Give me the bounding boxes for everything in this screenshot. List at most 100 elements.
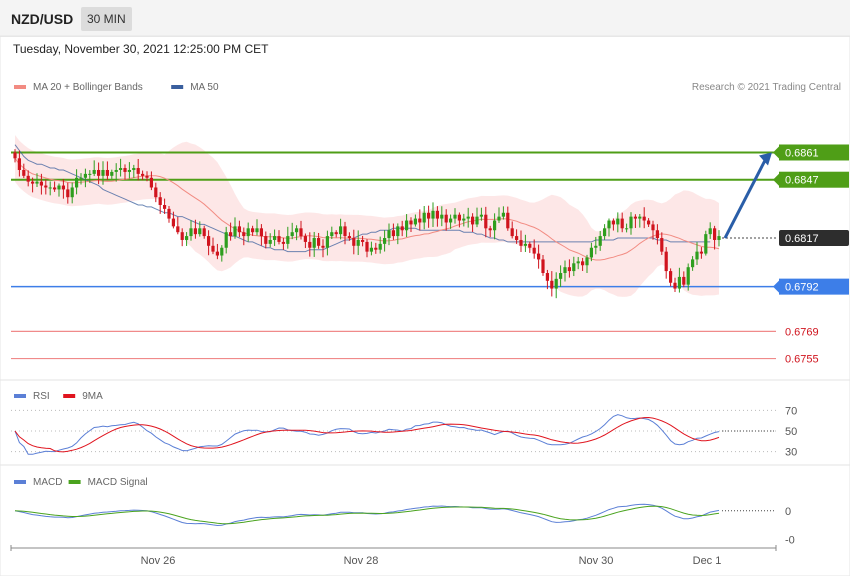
candle-body [361, 239, 365, 242]
candle-body [352, 238, 356, 246]
candle-body [444, 214, 448, 223]
rsi-line [14, 414, 720, 455]
price-tag-current [779, 230, 849, 247]
legend-swatch [14, 85, 26, 89]
candle-body [449, 218, 453, 223]
candle-body [163, 204, 167, 209]
x-tick-label: Dec 1 [693, 555, 722, 567]
x-tick-label: Nov 30 [579, 555, 614, 567]
candle-body [114, 169, 118, 172]
timeframe-button[interactable]: 30 MIN [81, 7, 132, 31]
candle-body [31, 181, 35, 184]
candle-body [598, 236, 602, 246]
candle-body [704, 234, 708, 254]
candle-body [409, 220, 413, 225]
candle-body [48, 187, 52, 189]
candle-body [233, 226, 237, 237]
candle-body [554, 278, 558, 289]
candle-body [479, 214, 483, 217]
candle-body [268, 239, 272, 244]
price-tag-support [779, 278, 849, 295]
candle-body [119, 168, 123, 170]
candle-body [625, 228, 629, 230]
candle-body [97, 169, 101, 176]
candle-body [669, 271, 673, 283]
candle-body [26, 175, 30, 182]
macd-signal-line [14, 505, 720, 525]
legend-swatch [14, 394, 26, 398]
candle-body [259, 228, 263, 237]
candle-body [149, 177, 153, 188]
candle-body [180, 232, 184, 240]
rsi-tick-label: 70 [785, 405, 797, 417]
candle-body [422, 212, 426, 223]
candle-body [677, 276, 681, 289]
candle-body [589, 247, 593, 258]
legend-swatch [63, 394, 76, 398]
candle-body [431, 210, 435, 219]
candle-body [229, 232, 233, 237]
candle-body [75, 177, 79, 188]
candle-body [105, 169, 109, 176]
candle-body [400, 226, 404, 231]
candle-body [325, 236, 329, 248]
candle-body [391, 230, 395, 237]
candle-body [145, 175, 149, 178]
candle-body [70, 187, 74, 198]
candle-body [418, 218, 422, 223]
candle-body [537, 253, 541, 260]
candle-body [660, 238, 664, 252]
candle-body [607, 220, 611, 229]
candle-body [523, 243, 527, 246]
legend-label: MA 50 [190, 82, 219, 93]
candle-body [242, 232, 246, 237]
candle-body [312, 238, 316, 248]
price-label: 0.6769 [785, 326, 819, 338]
candle-body [290, 232, 294, 237]
legend-label: RSI [33, 391, 50, 402]
candle-body [541, 259, 545, 274]
candle-body [207, 236, 211, 246]
candle-body [699, 251, 703, 254]
ma20-line [14, 158, 720, 261]
candle-body [141, 173, 145, 176]
candle-body [629, 216, 633, 229]
candle-body [603, 228, 607, 237]
candle-body [35, 181, 39, 184]
candle-body [167, 208, 171, 219]
candle-body [708, 228, 712, 235]
candle-body [515, 236, 519, 240]
candle-body [347, 236, 351, 239]
candle-body [633, 216, 637, 219]
candle-body [198, 228, 202, 235]
candle-body [317, 238, 321, 246]
candle-body [387, 230, 391, 239]
candle-body [44, 185, 48, 188]
candle-body [453, 214, 457, 219]
macd-tick-label: -0 [785, 534, 795, 546]
forecast-arrowhead [759, 152, 772, 166]
candle-body [405, 220, 409, 231]
price-tag-pointer [773, 279, 780, 294]
candle-body [123, 168, 127, 172]
candle-body [620, 218, 624, 229]
candle-body [39, 181, 43, 186]
candle-body [299, 228, 303, 237]
candle-body [202, 228, 206, 237]
legend-label: MACD [33, 477, 62, 488]
candle-body [413, 218, 417, 225]
candle-body [61, 185, 65, 190]
candle-body [224, 232, 228, 248]
candle-body [356, 239, 360, 246]
candle-body [686, 267, 690, 285]
candle-body [682, 276, 686, 285]
candle-body [427, 212, 431, 219]
forecast-arrow [723, 157, 768, 239]
candle-body [559, 273, 563, 279]
chart-datetime: Tuesday, November 30, 2021 12:25:00 PM C… [13, 42, 269, 56]
candle-body [255, 228, 259, 233]
x-tick-label: Nov 28 [344, 555, 379, 567]
candle-body [13, 152, 17, 159]
candle-body [440, 214, 444, 219]
candle-body [493, 220, 497, 231]
